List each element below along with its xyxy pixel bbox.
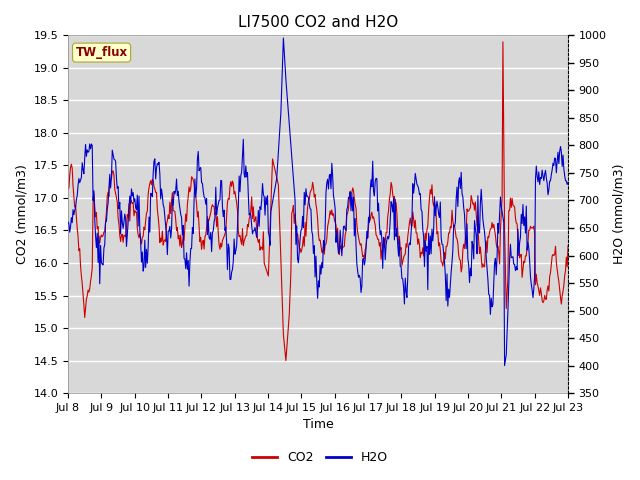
H2O: [193, 185, 200, 191]
Legend: CO2, H2O: CO2, H2O: [247, 446, 393, 469]
H2O: [153, 165, 161, 171]
CO2: [153, 190, 161, 195]
H2O: [500, 363, 508, 369]
H2O: [360, 255, 367, 261]
CO2: [291, 211, 299, 217]
H2O: [442, 272, 449, 278]
H2O: [64, 219, 72, 225]
Y-axis label: CO2 (mmol/m3): CO2 (mmol/m3): [15, 164, 28, 264]
Title: LI7500 CO2 and H2O: LI7500 CO2 and H2O: [238, 15, 398, 30]
CO2: [399, 258, 406, 264]
Y-axis label: H2O (mmol/m3): H2O (mmol/m3): [612, 164, 625, 264]
X-axis label: Time: Time: [303, 419, 333, 432]
CO2: [442, 256, 449, 262]
H2O: [564, 180, 572, 185]
CO2: [564, 243, 572, 249]
CO2: [193, 201, 200, 206]
Line: CO2: CO2: [68, 42, 568, 360]
H2O: [399, 276, 406, 282]
Line: H2O: H2O: [68, 38, 568, 366]
Text: TW_flux: TW_flux: [76, 46, 127, 59]
CO2: [282, 358, 290, 363]
CO2: [64, 186, 72, 192]
H2O: [291, 198, 299, 204]
H2O: [280, 35, 287, 41]
CO2: [499, 39, 507, 45]
CO2: [360, 252, 367, 258]
